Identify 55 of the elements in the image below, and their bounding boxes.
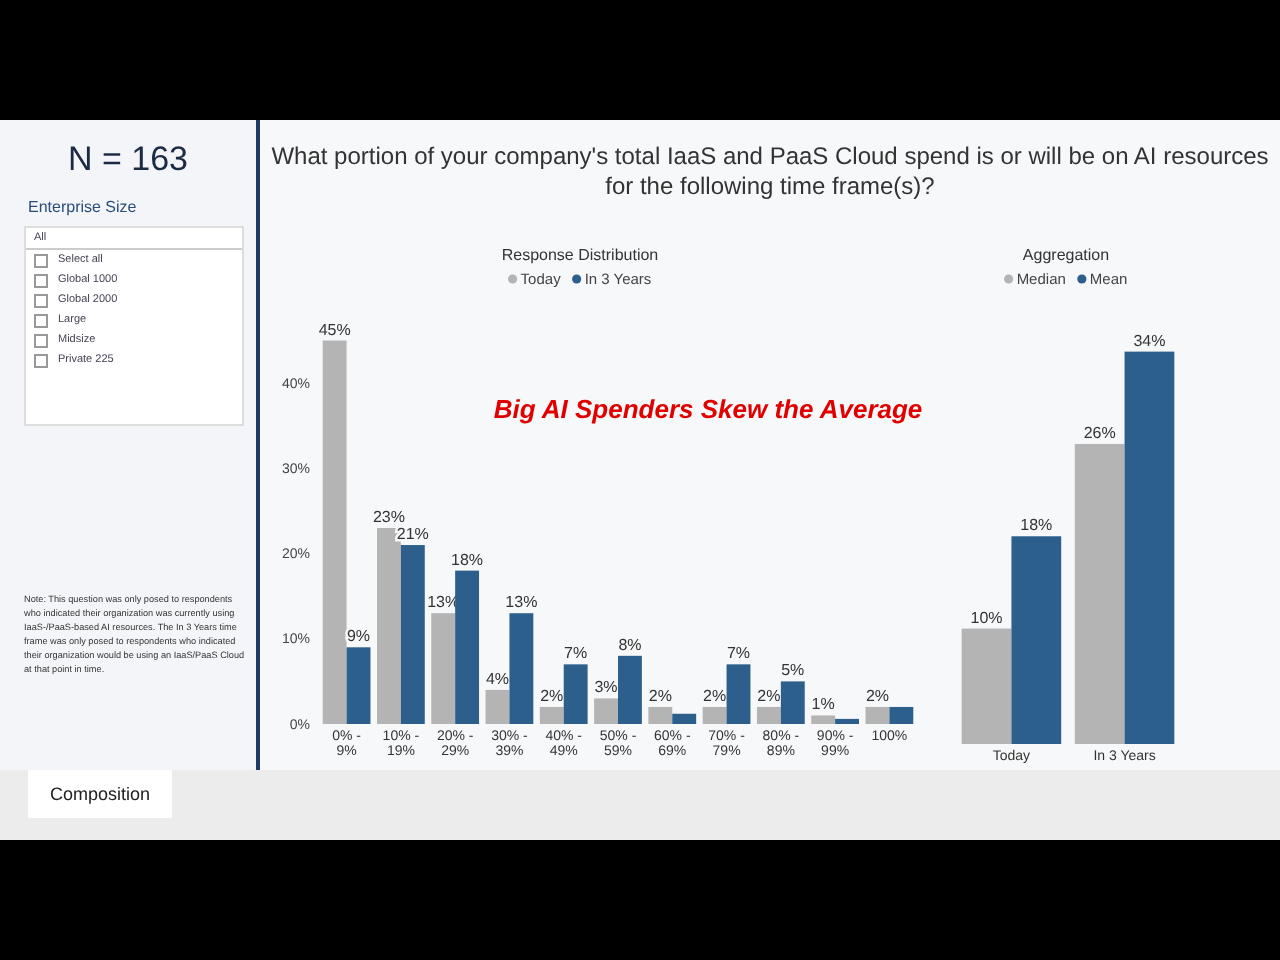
bar (400, 545, 425, 724)
data-label: 13% (505, 593, 538, 612)
annotation: Big AI Spenders Skew the Average (493, 394, 923, 424)
bar (346, 647, 371, 724)
data-label: 2% (540, 686, 564, 705)
data-label: 8% (618, 635, 642, 654)
bar (455, 570, 480, 724)
bar (509, 613, 534, 724)
bar (1124, 351, 1175, 744)
bar (672, 713, 697, 724)
bar (431, 613, 456, 724)
data-label: 9% (346, 627, 371, 646)
data-label: 3% (594, 678, 618, 697)
bar (648, 706, 673, 724)
bar (322, 340, 347, 724)
bar (563, 664, 588, 724)
data-label: 18% (1020, 516, 1053, 535)
data-label: 2% (703, 686, 727, 705)
data-label: 18% (451, 550, 484, 569)
bar (376, 528, 401, 724)
bar (780, 681, 805, 724)
data-label: 7% (564, 644, 588, 663)
bar (485, 689, 510, 724)
bar (594, 698, 618, 724)
bar (961, 628, 1012, 744)
bar (835, 718, 860, 724)
data-label: 2% (648, 686, 672, 705)
text: N = 163 (65, 140, 190, 180)
text: Composition (28, 770, 172, 818)
bar (539, 706, 564, 724)
bar (702, 706, 727, 724)
data-label: 5% (781, 661, 805, 680)
chart-title: Response Distribution (501, 246, 659, 264)
data-label: 21% (396, 525, 429, 544)
data-label: 10% (970, 608, 1003, 627)
text: Enterprise Size (28, 198, 137, 216)
data-label: 1% (811, 695, 835, 714)
bar (865, 706, 890, 724)
bar (1011, 536, 1062, 744)
bar (618, 655, 642, 724)
bar (726, 664, 751, 724)
data-label: 45% (318, 320, 351, 339)
data-label: 26% (1083, 423, 1116, 442)
bar (811, 715, 836, 724)
data-label: 23% (372, 508, 405, 526)
data-label: 2% (757, 686, 781, 705)
bar (756, 706, 781, 724)
data-label: 2% (865, 686, 890, 705)
bar (1074, 443, 1125, 744)
data-label: 4% (485, 669, 510, 688)
chart-title: Aggregation (1022, 246, 1110, 264)
data-label: 7% (726, 644, 751, 663)
text: What portion of your company's total IaaS and PaaS Cloud spend is or will be on AI resources for the following time frame(s)? (271, 142, 1269, 200)
data-label: 34% (1133, 331, 1166, 350)
bar (889, 706, 914, 724)
